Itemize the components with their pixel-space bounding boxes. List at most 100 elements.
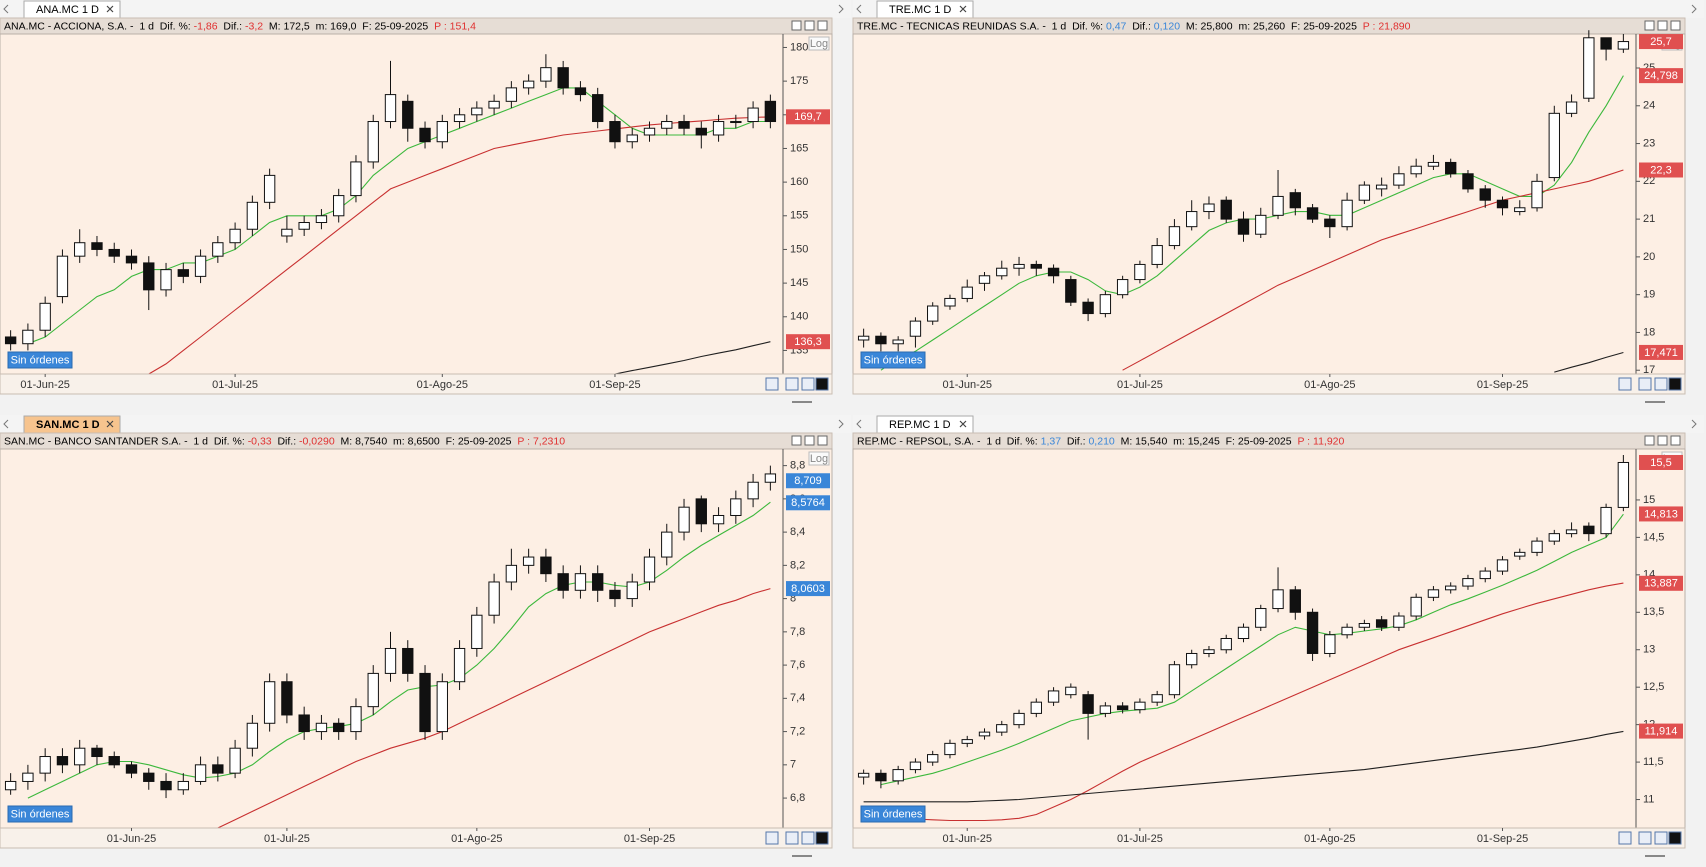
orders-button[interactable] xyxy=(7,805,73,823)
tab-scroll-right[interactable] xyxy=(1691,419,1697,429)
candle-body xyxy=(1168,226,1181,247)
toolbar-icon[interactable] xyxy=(1618,831,1632,845)
candle-body xyxy=(944,742,956,756)
candle-body xyxy=(1375,619,1388,628)
moving-average xyxy=(880,513,1624,786)
candle-body xyxy=(1462,578,1474,587)
candle-body xyxy=(229,228,241,244)
toolbar-icon[interactable] xyxy=(1668,377,1682,391)
candle-body xyxy=(1600,506,1612,535)
y-tick-label: 180 xyxy=(790,41,808,53)
candle-body xyxy=(212,242,224,257)
candle-body xyxy=(1151,245,1163,265)
y-tick-label: 7 xyxy=(790,759,796,771)
candle-body xyxy=(1289,589,1301,613)
window-button[interactable] xyxy=(1670,435,1681,446)
tab-scroll-right[interactable] xyxy=(838,4,844,14)
candle-body xyxy=(281,681,293,716)
y-tick-label: 20 xyxy=(1643,251,1655,263)
tab-close[interactable] xyxy=(106,420,114,428)
window-button[interactable] xyxy=(804,435,815,446)
y-tick-label: 22 xyxy=(1643,175,1655,187)
tab-close[interactable] xyxy=(106,5,114,13)
orders-button[interactable] xyxy=(860,351,926,369)
window-button[interactable] xyxy=(1644,20,1655,31)
candle-body xyxy=(1151,694,1163,703)
candle-body xyxy=(194,255,207,277)
header-part: TRE.MC - TECNICAS REUNIDAS S.A. - 1 d Di… xyxy=(857,20,1106,32)
tab-scroll-left[interactable] xyxy=(856,4,862,14)
window-button[interactable] xyxy=(817,435,828,446)
tab-close[interactable] xyxy=(959,5,967,13)
orders-button[interactable] xyxy=(7,351,73,369)
moving-average xyxy=(27,501,771,799)
window-button[interactable] xyxy=(804,20,815,31)
price-tag-label: 17,471 xyxy=(1644,347,1678,359)
tab-scroll-right[interactable] xyxy=(1691,4,1697,14)
candle-body xyxy=(661,121,673,129)
toolbar-icon[interactable] xyxy=(815,831,829,845)
toolbar-icon[interactable] xyxy=(801,377,815,391)
candle-body xyxy=(678,121,690,129)
window-button[interactable] xyxy=(817,20,828,31)
tab-close[interactable] xyxy=(959,420,967,428)
tab-scroll-left[interactable] xyxy=(3,4,9,14)
window-button[interactable] xyxy=(1657,20,1668,31)
toolbar-icon[interactable] xyxy=(785,377,799,391)
header-part: Dif.: xyxy=(218,20,245,32)
moving-average xyxy=(614,341,771,375)
candle-body xyxy=(263,174,276,203)
toolbar-icon[interactable] xyxy=(1618,377,1632,391)
candle-body xyxy=(1203,203,1215,213)
candle-body xyxy=(471,107,483,116)
y-tick-label: 15 xyxy=(1643,494,1655,506)
toolbar-icon[interactable] xyxy=(1654,377,1668,391)
candle-body xyxy=(1341,199,1353,228)
plot-area xyxy=(0,448,833,829)
candle-body xyxy=(1514,207,1526,213)
toolbar-icon[interactable] xyxy=(765,377,779,391)
price-tag xyxy=(786,334,830,350)
toolbar-icon[interactable] xyxy=(801,831,815,845)
candle-body xyxy=(944,297,956,307)
tab-scroll-left[interactable] xyxy=(856,419,862,429)
tab-bar xyxy=(853,415,1704,433)
candle-body xyxy=(39,302,51,331)
tab-scroll-right[interactable] xyxy=(838,419,844,429)
candle-body xyxy=(246,722,259,749)
toolbar-icon[interactable] xyxy=(1668,831,1682,845)
candle-body xyxy=(471,614,483,649)
moving-average xyxy=(1554,351,1624,373)
window-button[interactable] xyxy=(1657,435,1668,446)
candle-body xyxy=(609,589,621,600)
window-button[interactable] xyxy=(791,20,802,31)
candle-body xyxy=(1445,585,1457,591)
toolbar-icon[interactable] xyxy=(785,831,799,845)
tab-scroll-left[interactable] xyxy=(3,419,9,429)
y-tick-label: 165 xyxy=(790,142,808,154)
y-tick-label: 17 xyxy=(1643,364,1655,376)
candle-body xyxy=(1168,664,1181,696)
window-button[interactable] xyxy=(1670,20,1681,31)
candle-body xyxy=(626,581,638,600)
candle-body xyxy=(978,275,991,284)
candle-body xyxy=(1203,649,1215,654)
window-button[interactable] xyxy=(791,435,802,446)
candle-body xyxy=(1617,41,1630,50)
log-toggle[interactable] xyxy=(808,36,830,51)
candle-body xyxy=(91,747,103,758)
log-toggle[interactable] xyxy=(808,451,830,466)
tab-label: ANA.MC 1 D xyxy=(36,4,99,16)
toolbar-icon[interactable] xyxy=(815,377,829,391)
toolbar-icon[interactable] xyxy=(765,831,779,845)
toolbar-icon[interactable] xyxy=(1638,831,1652,845)
window-button[interactable] xyxy=(1644,435,1655,446)
candle-body xyxy=(730,121,742,124)
toolbar-icon[interactable] xyxy=(1638,377,1652,391)
orders-button[interactable] xyxy=(860,805,926,823)
toolbar-icon[interactable] xyxy=(1654,831,1668,845)
candle-body xyxy=(712,514,725,525)
candle-body xyxy=(108,248,120,257)
